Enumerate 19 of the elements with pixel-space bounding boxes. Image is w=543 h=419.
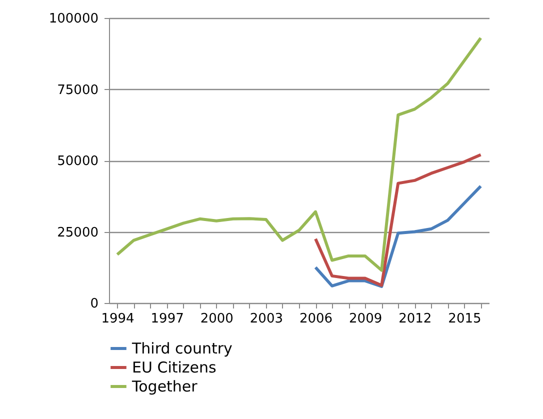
x-tick-label: 2003 xyxy=(250,312,284,326)
x-tick-label: 2009 xyxy=(349,312,382,326)
x-tick-label: 1997 xyxy=(150,312,184,326)
line-series xyxy=(116,36,482,272)
x-tick-label: 2015 xyxy=(448,312,482,326)
x-tick-label: 2000 xyxy=(200,312,234,326)
y-tick-label: 50000 xyxy=(57,154,98,169)
y-tick-label: 100000 xyxy=(48,12,98,26)
x-tick-label: 2012 xyxy=(398,312,432,326)
line-series xyxy=(314,153,482,287)
legend-label: Together xyxy=(131,378,198,396)
x-tick-label: 2006 xyxy=(299,312,333,326)
y-tick-label: 75000 xyxy=(57,82,98,98)
legend-label: Third country xyxy=(131,340,233,358)
y-tick-label: 25000 xyxy=(57,225,98,240)
y-tick-label: 0 xyxy=(90,296,98,312)
x-tick-label: 1994 xyxy=(101,312,134,326)
legend-label: EU Citizens xyxy=(132,358,217,376)
line-series xyxy=(314,184,482,288)
